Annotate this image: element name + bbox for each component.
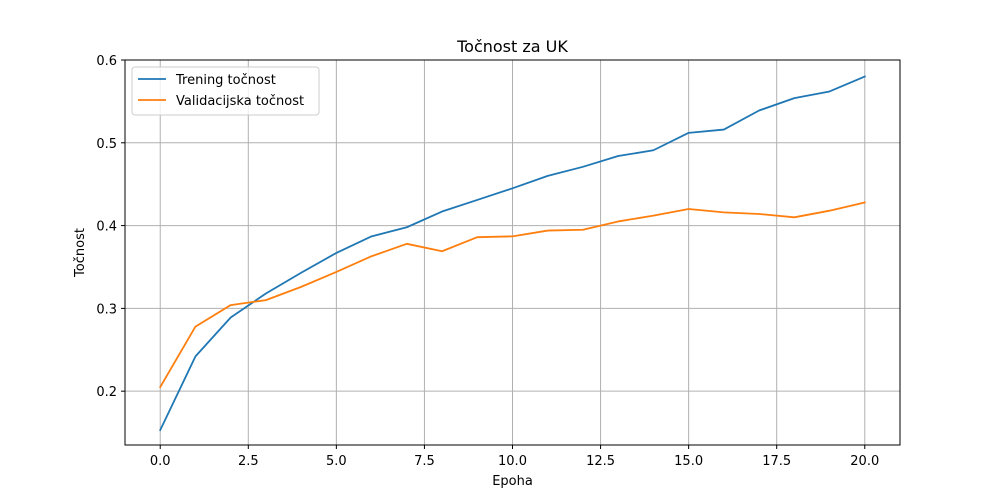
x-tick-label: 7.5 (414, 454, 435, 469)
y-tick-label: 0.4 (96, 220, 117, 235)
y-tick-label: 0.2 (96, 385, 117, 400)
chart-title: Točnost za UK (456, 37, 568, 56)
x-tick-label: 20.0 (850, 454, 879, 469)
x-tick-label: 17.5 (762, 454, 791, 469)
legend: Trening točnost Validacijska točnost (131, 66, 320, 116)
legend-label-validacijska: Validacijska točnost (176, 94, 304, 109)
y-tick-label: 0.5 (96, 137, 117, 152)
x-tick-label: 12.5 (586, 454, 615, 469)
ticks: 0.0 2.5 5.0 7.5 10.0 12.5 15.0 17.5 20.0 0.2 0.3 0.… (96, 54, 879, 469)
x-tick-label: 10.0 (498, 454, 527, 469)
y-tick-label: 0.6 (96, 54, 117, 69)
series-lines (158, 75, 866, 432)
x-tick-label: 5.0 (326, 454, 347, 469)
x-tick-label: 15.0 (674, 454, 703, 469)
x-tick-label: 0.0 (150, 454, 171, 469)
y-axis-title: Točnost (73, 228, 88, 278)
legend-box (131, 66, 320, 116)
legend-label-trening: Trening točnost (175, 73, 276, 88)
series-line-validacijska (158, 201, 866, 389)
x-axis-title: Epoha (492, 474, 533, 489)
x-tick-label: 2.5 (238, 454, 259, 469)
series-line-trening (159, 75, 866, 432)
grid (125, 59, 900, 445)
y-tick-label: 0.3 (96, 302, 117, 317)
